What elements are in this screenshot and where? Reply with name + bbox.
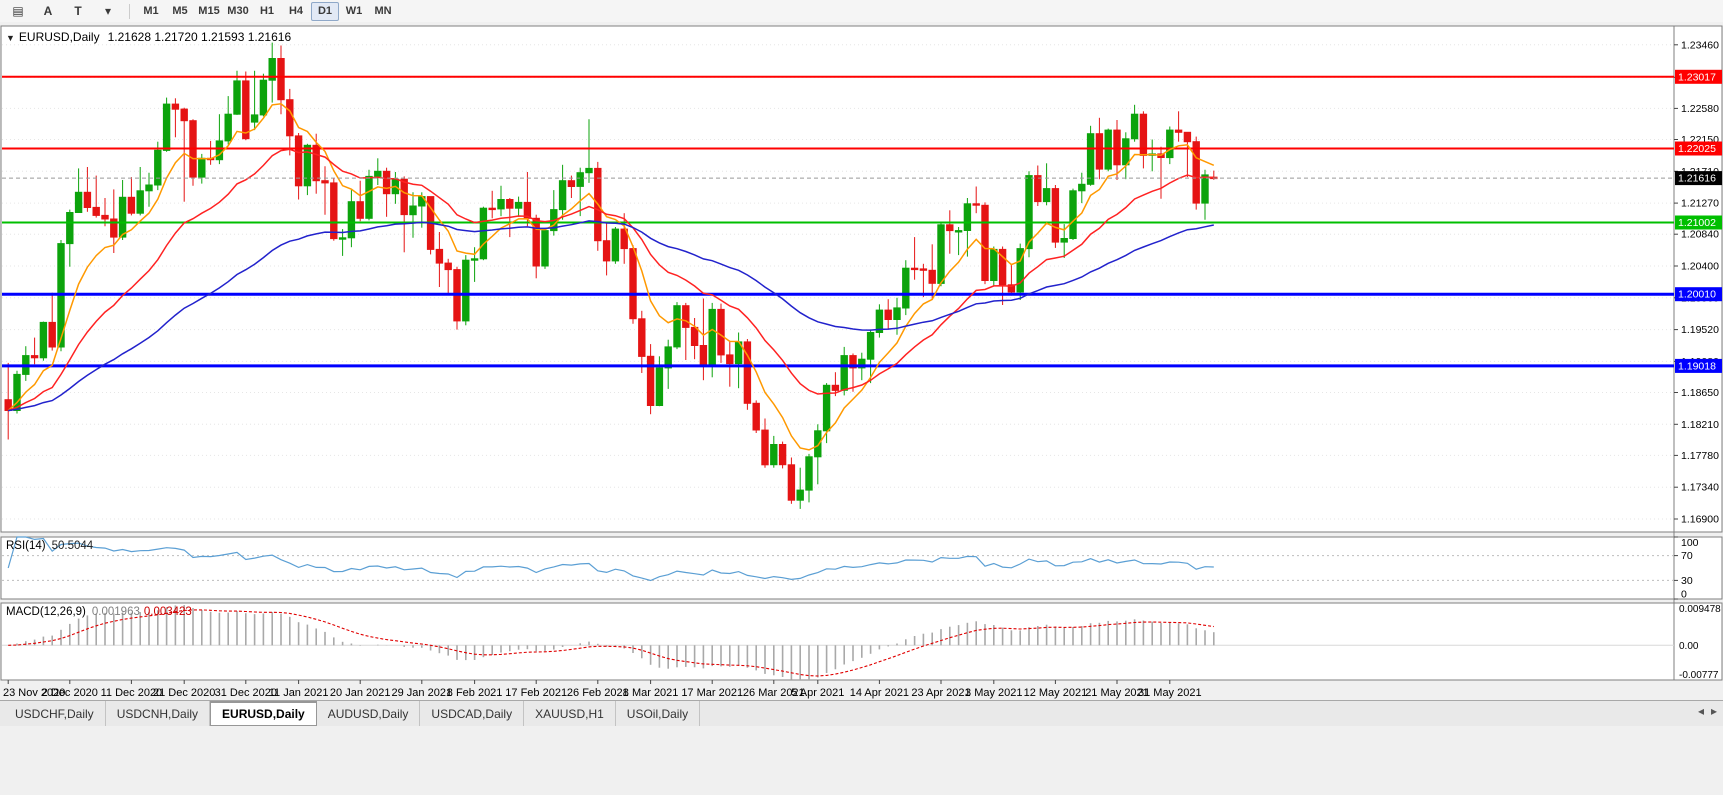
chart-tab-usoil[interactable]: USOil,Daily xyxy=(615,701,701,726)
price-chart-canvas[interactable]: 1.234601.230101.225801.221501.217101.212… xyxy=(0,22,1723,700)
chart-type-dropdown-icon[interactable]: ▾ xyxy=(104,4,112,18)
svg-text:1.20010: 1.20010 xyxy=(1678,289,1716,301)
price-scale-tags: 1.23017 1.22025 1.21002 1.20010 1.19018 1.216… xyxy=(1675,69,1722,373)
svg-text:23 Nov 2020: 23 Nov 2020 xyxy=(3,687,65,699)
candlestick-series xyxy=(4,42,1218,509)
tab-scroll-left-button[interactable]: ◂ xyxy=(1697,704,1704,718)
toolbar-icons: ▤ A T ▾ xyxy=(4,1,122,21)
letter-a-tool-icon[interactable]: A xyxy=(43,4,53,18)
timeframe-buttons: M1 M5 M15 M30 H1 H4 D1 W1 MN xyxy=(137,1,397,21)
timeframe-m30-button[interactable]: M30 xyxy=(227,5,249,17)
chart-tab-eurusd[interactable]: EURUSD,Daily xyxy=(210,701,317,726)
svg-text:0.009478: 0.009478 xyxy=(1679,604,1721,615)
svg-text:1.18650: 1.18650 xyxy=(1681,387,1719,399)
chart-tab-usdcnh[interactable]: USDCNH,Daily xyxy=(105,701,211,726)
macd-panel-content: 0.009478 0.00 -0.00777 xyxy=(2,604,1721,681)
svg-text:1.23460: 1.23460 xyxy=(1681,39,1719,51)
svg-text:-0.00777: -0.00777 xyxy=(1679,670,1719,681)
svg-text:1.21616: 1.21616 xyxy=(1678,173,1716,185)
toolbar-separator xyxy=(129,3,130,19)
chart-panel xyxy=(0,602,1723,681)
macd-signal-line xyxy=(8,609,1214,677)
chart-area: 1.234601.230101.225801.221501.217101.212… xyxy=(0,22,1723,700)
svg-text:1.22025: 1.22025 xyxy=(1678,143,1716,155)
chart-tab-bar: USDCHF,Daily USDCNH,Daily EURUSD,Daily AUDU… xyxy=(0,700,1723,726)
svg-text:31 Dec 2020: 31 Dec 2020 xyxy=(215,687,277,699)
svg-text:26 Mar 2021: 26 Mar 2021 xyxy=(743,687,805,699)
svg-text:1.19520: 1.19520 xyxy=(1681,324,1719,336)
svg-text:70: 70 xyxy=(1681,550,1693,562)
svg-text:1.20840: 1.20840 xyxy=(1681,229,1719,241)
chart-tab-xauusd[interactable]: XAUUSD,H1 xyxy=(524,701,616,726)
svg-text:2 Dec 2020: 2 Dec 2020 xyxy=(42,687,98,699)
svg-text:21 Dec 2020: 21 Dec 2020 xyxy=(153,687,215,699)
svg-text:0.00: 0.00 xyxy=(1679,641,1699,652)
tab-scroll-right-button[interactable]: ▸ xyxy=(1710,704,1717,718)
svg-text:1.17340: 1.17340 xyxy=(1681,482,1719,494)
svg-text:29 Jan 2021: 29 Jan 2021 xyxy=(392,687,453,699)
timeframe-mn-button[interactable]: MN xyxy=(374,5,392,17)
svg-text:26 Feb 2021: 26 Feb 2021 xyxy=(567,687,629,699)
svg-text:1.16900: 1.16900 xyxy=(1681,514,1719,526)
chart-tab-usdchf[interactable]: USDCHF,Daily xyxy=(4,701,106,726)
chart-tab-usdcad[interactable]: USDCAD,Daily xyxy=(420,701,525,726)
timeframe-h4-button[interactable]: H4 xyxy=(288,5,304,17)
svg-text:11 Jan 2021: 11 Jan 2021 xyxy=(269,687,329,699)
svg-text:1.23017: 1.23017 xyxy=(1678,71,1716,83)
svg-text:31 May 2021: 31 May 2021 xyxy=(1138,687,1202,699)
horizontal-lines[interactable] xyxy=(2,75,1674,368)
rsi-line xyxy=(7,536,1214,582)
text-cursor-tool-icon[interactable]: T xyxy=(74,4,82,18)
svg-text:8 Mar 2021: 8 Mar 2021 xyxy=(623,687,679,699)
svg-text:21 May 2021: 21 May 2021 xyxy=(1085,687,1149,699)
timeframe-d1-button[interactable]: D1 xyxy=(311,1,339,21)
chart-window-icon[interactable]: ▤ xyxy=(12,4,24,18)
svg-text:17 Mar 2021: 17 Mar 2021 xyxy=(681,687,743,699)
svg-text:5 Apr 2021: 5 Apr 2021 xyxy=(791,687,844,699)
tab-scroll-controls: ◂ ▸ xyxy=(1698,704,1717,718)
chart-panel xyxy=(0,536,1723,600)
timeframe-m15-button[interactable]: M15 xyxy=(198,5,220,17)
svg-text:1.17780: 1.17780 xyxy=(1681,450,1719,462)
svg-text:1.18210: 1.18210 xyxy=(1681,419,1719,431)
svg-text:20 Jan 2021: 20 Jan 2021 xyxy=(330,687,391,699)
svg-text:12 May 2021: 12 May 2021 xyxy=(1024,687,1088,699)
svg-text:17 Feb 2021: 17 Feb 2021 xyxy=(505,687,567,699)
timeframe-m5-button[interactable]: M5 xyxy=(172,5,188,17)
svg-text:100: 100 xyxy=(1681,537,1699,549)
svg-text:11 Dec 2020: 11 Dec 2020 xyxy=(101,687,163,699)
timeframe-h1-button[interactable]: H1 xyxy=(259,5,275,17)
svg-text:8 Feb 2021: 8 Feb 2021 xyxy=(447,687,503,699)
svg-text:14 Apr 2021: 14 Apr 2021 xyxy=(850,687,909,699)
svg-text:3 May 2021: 3 May 2021 xyxy=(965,687,1022,699)
toolbar: ▤ A T ▾ M1 M5 M15 M30 H1 H4 D1 W1 MN xyxy=(0,0,1723,23)
chart-panel xyxy=(0,25,1723,533)
svg-text:23 Apr 2021: 23 Apr 2021 xyxy=(911,687,970,699)
ma-slow-line xyxy=(8,220,1214,412)
ma-mid-line xyxy=(7,148,1214,412)
svg-text:1.21270: 1.21270 xyxy=(1681,198,1719,210)
svg-text:30: 30 xyxy=(1681,575,1693,587)
chart-tab-audusd[interactable]: AUDUSD,Daily xyxy=(316,701,421,726)
svg-text:1.21002: 1.21002 xyxy=(1678,217,1716,229)
svg-text:1.22580: 1.22580 xyxy=(1681,103,1719,115)
timeframe-m1-button[interactable]: M1 xyxy=(143,5,159,17)
timeframe-w1-button[interactable]: W1 xyxy=(345,5,363,17)
svg-text:1.19018: 1.19018 xyxy=(1678,360,1716,372)
ma-fast-line xyxy=(7,103,1215,451)
svg-text:1.20400: 1.20400 xyxy=(1681,261,1719,273)
svg-text:0: 0 xyxy=(1681,589,1687,601)
